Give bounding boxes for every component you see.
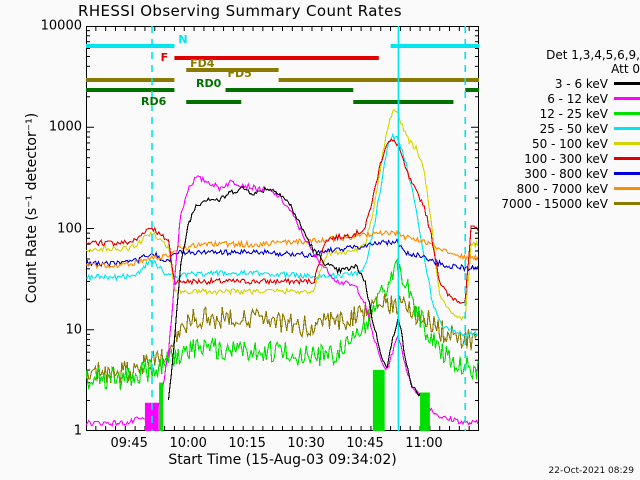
detector-info: Det 1,3,4,5,6,9, Att 0 — [546, 48, 640, 76]
legend-label: 3 - 6 keV — [554, 76, 608, 91]
legend-entry: 300 - 800 keV — [486, 166, 640, 181]
series-line — [167, 186, 424, 400]
legend-color-swatch — [614, 157, 640, 160]
event-bar-segment — [186, 100, 242, 104]
y-tick-label: 10 — [65, 322, 82, 338]
burst-block — [372, 370, 385, 431]
event-bar-segment — [353, 100, 454, 104]
legend-color-swatch — [614, 202, 640, 205]
burst-block — [420, 392, 430, 431]
x-tick-label: 11:00 — [405, 436, 443, 451]
legend-label: 300 - 800 keV — [524, 166, 608, 181]
legend-label: 25 - 50 keV — [539, 121, 608, 136]
event-bar-segment — [225, 88, 354, 92]
legend-color-swatch — [614, 82, 640, 85]
legend-entry: 100 - 300 keV — [486, 151, 640, 166]
y-tick-label: 10000 — [40, 18, 82, 34]
legend-label: 12 - 25 keV — [539, 106, 608, 121]
legend-label: 800 - 7000 keV — [516, 181, 608, 196]
event-bar-label: RD0 — [196, 77, 222, 90]
page-title: RHESSI Observing Summary Count Rates — [78, 2, 402, 20]
legend-label: 6 - 12 keV — [547, 91, 608, 106]
event-bar-segment — [86, 88, 175, 92]
plot-area: N F FD4 FD5 RD0 RD6 — [86, 26, 479, 431]
x-axis-title: Start Time (15-Aug-03 09:34:02) — [168, 452, 397, 468]
legend-entry: 6 - 12 keV — [486, 91, 640, 106]
event-bar-segment — [390, 44, 479, 48]
legend-label: 50 - 100 keV — [531, 136, 608, 151]
x-tick-label: 10:00 — [169, 436, 207, 451]
event-bar-segment — [278, 78, 479, 82]
x-tick-label: 10:30 — [287, 436, 325, 451]
burst-block — [159, 382, 164, 431]
event-bar-label: N — [178, 33, 188, 46]
event-bar-label: F — [160, 51, 169, 64]
series-line — [86, 108, 479, 322]
legend-color-swatch — [614, 187, 640, 190]
legend-color-swatch — [614, 112, 640, 115]
series-line — [86, 238, 479, 273]
y-tick-label: 1 — [73, 423, 82, 439]
x-tick-label: 10:45 — [346, 436, 384, 451]
chart-canvas — [86, 26, 479, 431]
legend-label: 7000 - 15000 keV — [501, 196, 608, 211]
y-axis-tick-labels: 10000 1000 100 10 1 — [0, 19, 82, 439]
legend-color-swatch — [614, 97, 640, 100]
legend: Det 1,3,4,5,6,9, Att 0 3 - 6 keV 6 - 12 k… — [486, 48, 640, 211]
y-tick-label: 100 — [57, 221, 82, 236]
legend-color-swatch — [614, 172, 640, 175]
x-tick-label: 10:15 — [228, 436, 266, 451]
series-line — [86, 229, 479, 270]
legend-entry: 800 - 7000 keV — [486, 181, 640, 196]
event-bar-label: FD4 — [190, 57, 215, 70]
event-bar-segment — [86, 44, 175, 48]
y-tick-label: 1000 — [48, 119, 82, 135]
event-bar-label: FD5 — [227, 67, 252, 80]
legend-entry: 50 - 100 keV — [486, 136, 640, 151]
event-bar-segment — [186, 68, 279, 72]
y-axis-title: Count Rate (s⁻¹ detector⁻¹) — [24, 112, 40, 304]
legend-color-swatch — [614, 142, 640, 145]
legend-entry: 12 - 25 keV — [486, 106, 640, 121]
event-bar-segment — [465, 88, 479, 92]
legend-entry: 25 - 50 keV — [486, 121, 640, 136]
legend-color-swatch — [614, 127, 640, 130]
event-bar-segment — [86, 78, 175, 82]
event-bar-segment — [174, 56, 379, 60]
series-line — [86, 138, 479, 305]
legend-entry: 3 - 6 keV — [486, 76, 640, 91]
legend-label: 100 - 300 keV — [524, 151, 608, 166]
series-line — [86, 294, 479, 384]
series-line — [86, 175, 479, 427]
event-bar-label: RD6 — [141, 95, 167, 108]
x-tick-label: 09:45 — [110, 436, 148, 451]
generation-timestamp: 22-Oct-2021 08:29 — [548, 466, 634, 476]
legend-entries: 3 - 6 keV 6 - 12 keV 12 - 25 keV 25 - 50 ke… — [486, 76, 640, 211]
legend-entry: 7000 - 15000 keV — [486, 196, 640, 211]
